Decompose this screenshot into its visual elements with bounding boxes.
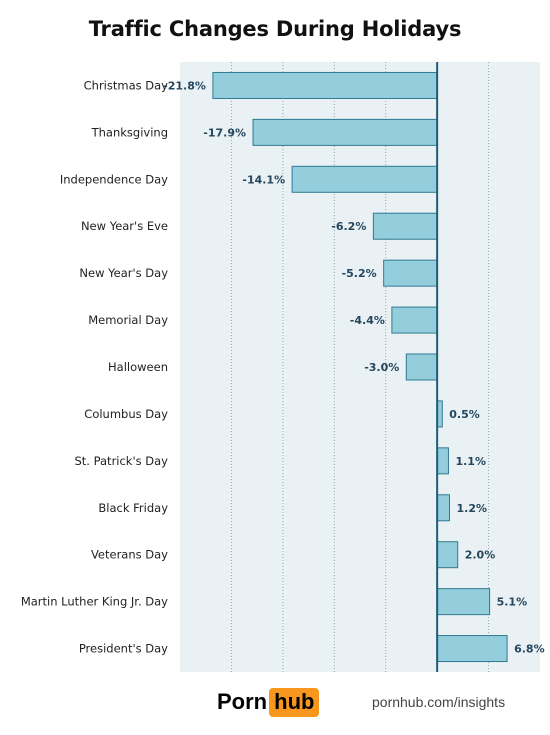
bar (436, 635, 508, 663)
bar (372, 212, 438, 240)
bar (436, 447, 449, 475)
bar (383, 259, 438, 287)
logo-text-hub: hub (269, 687, 320, 717)
plot-area: Christmas Day-21.8% Thanksgiving -17.9% Ind… (21, 62, 545, 672)
brand-logo: Porn hub (217, 686, 320, 718)
data-label: 6.8% (514, 643, 545, 656)
plot-background (180, 62, 540, 672)
category-label: Christmas Day (84, 78, 169, 92)
category-label: Halloween (108, 360, 168, 374)
data-label: 2.0% (465, 549, 496, 562)
data-label: -3.0% (364, 361, 399, 374)
category-label: Columbus Day (84, 407, 168, 421)
bar (436, 588, 491, 616)
category-label: Memorial Day (88, 313, 168, 327)
chart-title: Traffic Changes During Holidays (88, 17, 462, 41)
category-label: New Year's Day (79, 266, 168, 280)
category-label: St. Patrick's Day (74, 454, 168, 468)
bar (252, 118, 438, 146)
category-label: Veterans Day (91, 548, 168, 562)
bar (436, 541, 459, 569)
category-label: Thanksgiving (91, 125, 168, 139)
bar (405, 353, 438, 381)
category-label: Black Friday (98, 501, 168, 515)
bar (212, 71, 438, 99)
data-label: 5.1% (497, 596, 528, 609)
data-label: -17.9% (203, 126, 246, 139)
data-label: 0.5% (449, 408, 480, 421)
data-label: -4.4% (350, 314, 385, 327)
data-label: -6.2% (331, 220, 366, 233)
data-label: 1.1% (455, 455, 486, 468)
logo-text-porn: Porn (217, 689, 268, 714)
category-label: New Year's Eve (81, 219, 168, 233)
data-label: 1.2% (456, 502, 487, 515)
data-label: -21.8% (163, 79, 206, 92)
bar (436, 494, 450, 522)
data-label: -5.2% (342, 267, 377, 280)
data-label: -14.1% (242, 173, 285, 186)
bar (391, 306, 438, 334)
bar (291, 165, 438, 193)
footer: Porn hub pornhub.com/insights (0, 682, 550, 722)
category-label: President's Day (79, 642, 168, 656)
site-url: pornhub.com/insights (372, 694, 506, 710)
category-label: Independence Day (60, 172, 168, 186)
category-label: Martin Luther King Jr. Day (21, 595, 168, 609)
